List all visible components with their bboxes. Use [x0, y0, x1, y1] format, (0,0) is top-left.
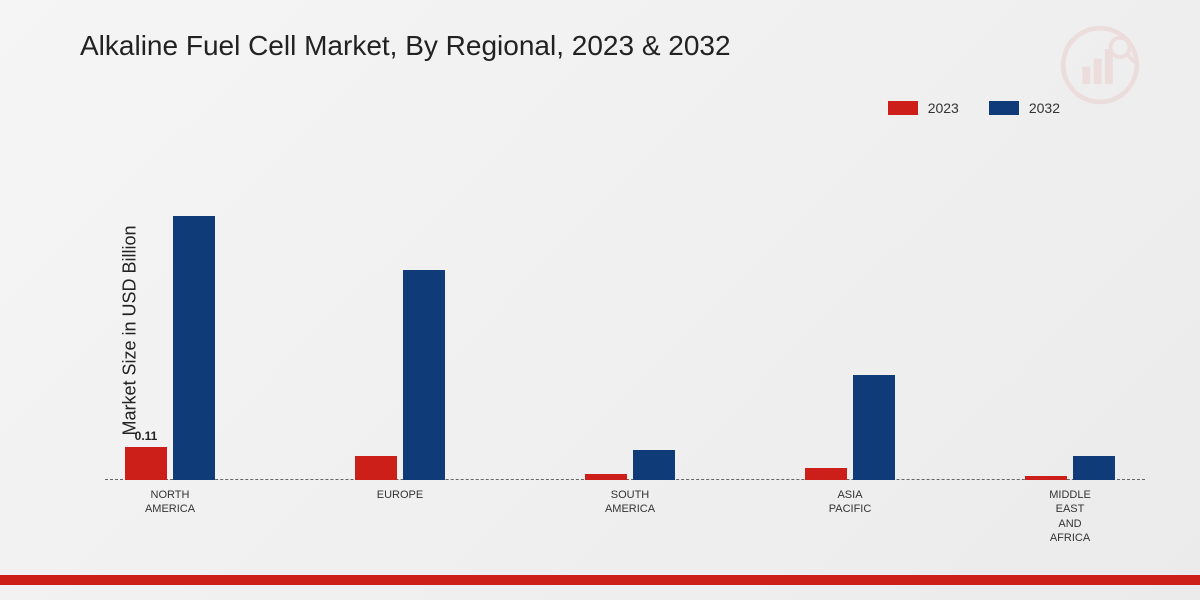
legend: 2023 2032 [888, 100, 1060, 116]
bar-2032 [1073, 456, 1115, 480]
bar-2032 [403, 270, 445, 480]
bar-2032 [173, 216, 215, 480]
bar-group: ASIA PACIFIC [805, 375, 895, 480]
chart-title: Alkaline Fuel Cell Market, By Regional, … [80, 30, 731, 62]
category-label: MIDDLE EAST AND AFRICA [1049, 488, 1091, 545]
category-label: ASIA PACIFIC [829, 488, 872, 517]
bar-chart: 0.11NORTH AMERICA EUROPE SOUTH AMERICA ASIA… [105, 150, 1145, 480]
watermark-logo [1060, 25, 1140, 105]
legend-item-2032: 2032 [989, 100, 1060, 116]
bar-2023 [805, 468, 847, 480]
bar-2023: 0.11 [125, 447, 167, 480]
bar-group: EUROPE [355, 270, 445, 480]
legend-item-2023: 2023 [888, 100, 959, 116]
bar-2023 [355, 456, 397, 480]
category-label: NORTH AMERICA [145, 488, 195, 517]
bar-group: MIDDLE EAST AND AFRICA [1025, 456, 1115, 480]
legend-label: 2032 [1029, 100, 1060, 116]
bar-group: 0.11NORTH AMERICA [125, 216, 215, 480]
bar-group: SOUTH AMERICA [585, 450, 675, 480]
legend-swatch-2032 [989, 101, 1019, 115]
category-label: EUROPE [377, 488, 423, 502]
data-label: 0.11 [135, 429, 158, 443]
legend-label: 2023 [928, 100, 959, 116]
legend-swatch-2023 [888, 101, 918, 115]
bar-2023 [1025, 476, 1067, 481]
bar-2032 [633, 450, 675, 480]
bar-2023 [585, 474, 627, 480]
footer-accent-line [0, 575, 1200, 585]
bar-2032 [853, 375, 895, 480]
category-label: SOUTH AMERICA [605, 488, 655, 517]
